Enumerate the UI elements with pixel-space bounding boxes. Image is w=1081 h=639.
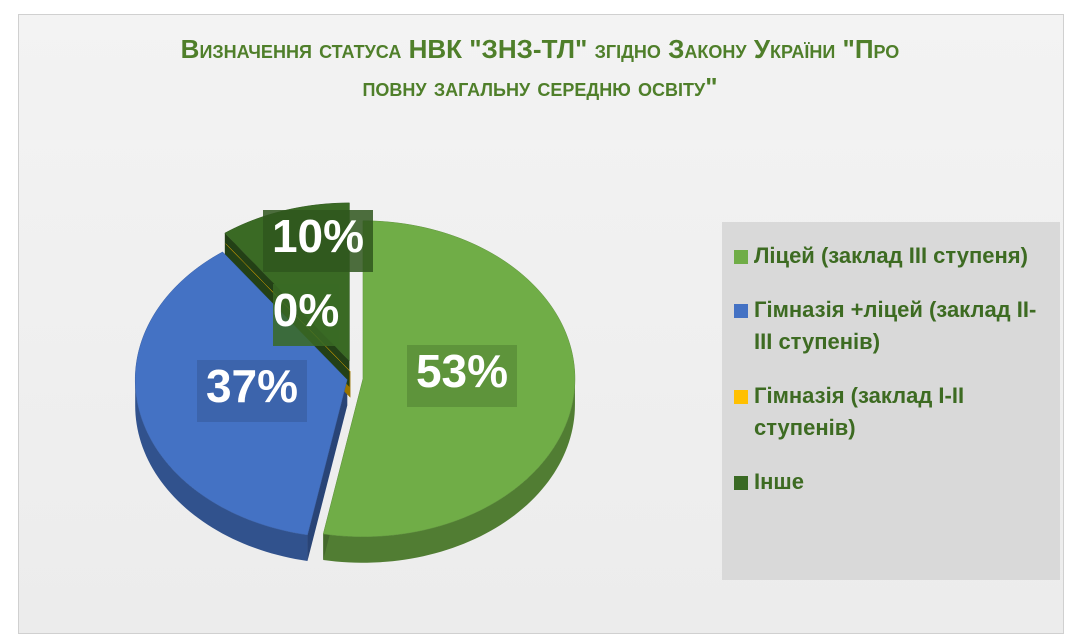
data-label: 53% [416, 345, 508, 397]
legend-label: Гімназія +ліцей (заклад ІІ-ІІІ ступенів) [754, 297, 1037, 354]
legend-item: Інше [734, 466, 1050, 498]
data-label: 37% [206, 360, 298, 412]
data-label-bg [273, 284, 339, 346]
legend-swatch [734, 304, 748, 318]
legend-item: Гімназія (заклад І-ІІ ступенів) [734, 380, 1050, 444]
legend: Ліцей (заклад ІІІ ступеня) Гімназія +ліце… [722, 222, 1060, 580]
legend-label: Гімназія (заклад І-ІІ ступенів) [754, 383, 965, 440]
slice-side [135, 379, 308, 561]
chart-title: Визначення статуса НВК "ЗНЗ-ТЛ" згідно З… [180, 34, 900, 102]
data-label: 10% [272, 210, 364, 262]
legend-item: Ліцей (заклад ІІІ ступеня) [734, 240, 1050, 272]
legend-label: Інше [754, 469, 804, 494]
legend-swatch [734, 250, 748, 264]
data-label-bg [407, 345, 517, 407]
legend-swatch [734, 390, 748, 404]
slice-edge [307, 379, 348, 561]
legend-swatch [734, 476, 748, 490]
legend-item: Гімназія +ліцей (заклад ІІ-ІІІ ступенів) [734, 294, 1050, 358]
legend-label: Ліцей (заклад ІІІ ступеня) [754, 243, 1028, 268]
data-label-bg [263, 210, 373, 272]
data-label-bg [197, 360, 307, 422]
slice-side [323, 378, 575, 563]
data-label: 0% [273, 284, 339, 336]
